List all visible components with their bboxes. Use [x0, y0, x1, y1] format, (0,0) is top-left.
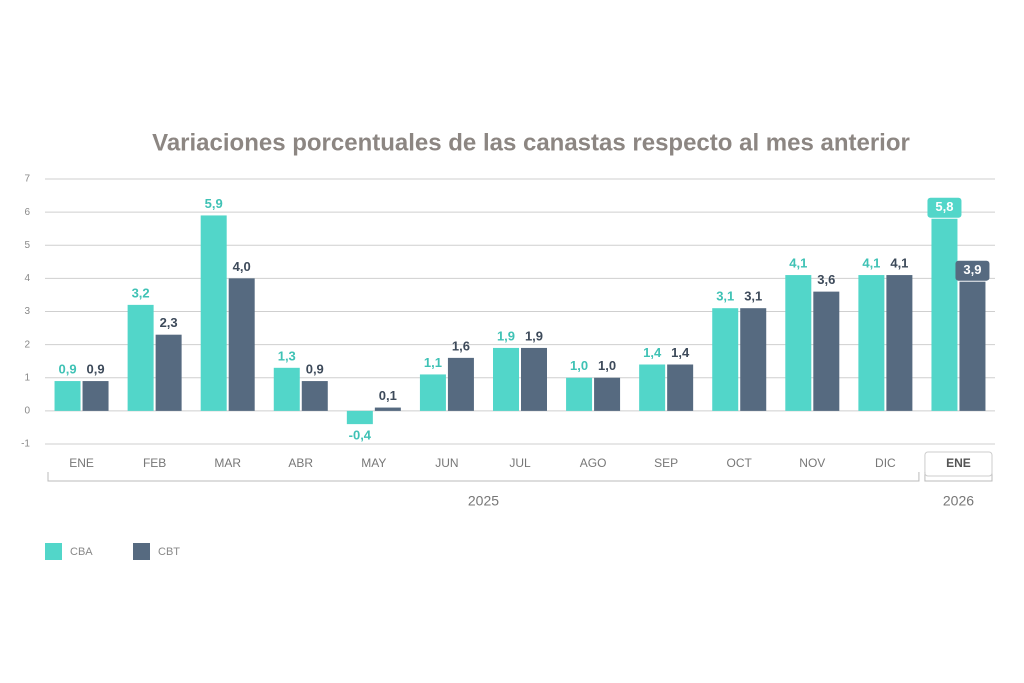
x-tick-label: DIC	[875, 456, 896, 470]
y-tick-label: 4	[24, 273, 30, 284]
value-label: 4,1	[890, 256, 908, 271]
bar	[273, 367, 300, 411]
value-label-box	[927, 197, 962, 218]
legend-swatch	[45, 543, 62, 560]
bar	[566, 377, 593, 411]
y-tick-label: 1	[24, 372, 30, 383]
value-label-box	[955, 260, 990, 281]
bar	[155, 334, 182, 411]
value-label: 1,4	[671, 345, 690, 360]
bar	[813, 291, 840, 411]
chart-title: Variaciones porcentuales de las canastas…	[152, 129, 910, 156]
value-label: 0,9	[86, 362, 104, 377]
bar	[228, 278, 255, 411]
bar	[346, 410, 373, 425]
bar	[82, 381, 109, 411]
value-label: 0,9	[58, 362, 76, 377]
value-label: 4,1	[789, 256, 807, 271]
value-label: 2,3	[160, 315, 178, 330]
value-label: 5,9	[205, 196, 223, 211]
y-tick-label: 0	[24, 406, 30, 417]
x-tick-label: ENE	[69, 456, 94, 470]
bar	[301, 381, 328, 411]
y-tick-label: -1	[21, 439, 30, 450]
value-label: 3,2	[132, 285, 150, 300]
value-label: 0,1	[379, 388, 397, 403]
value-label: 1,6	[452, 338, 470, 353]
y-tick-label: 7	[24, 174, 30, 185]
bar	[886, 275, 913, 411]
value-label: 5,8	[935, 199, 953, 214]
x-tick-label: AGO	[580, 456, 607, 470]
y-tick-label: 3	[24, 306, 30, 317]
bar	[858, 275, 885, 411]
group-bracket	[924, 472, 993, 482]
legend-label: CBT	[158, 546, 180, 558]
bar	[54, 381, 81, 411]
bar	[667, 364, 694, 411]
x-tick-label: OCT	[727, 456, 753, 470]
value-label: 3,1	[716, 289, 734, 304]
bar	[493, 347, 519, 411]
bar	[200, 215, 227, 411]
bar	[785, 275, 812, 411]
value-label: 1,4	[643, 345, 662, 360]
bar	[419, 374, 446, 411]
x-tick-label: NOV	[799, 456, 825, 470]
value-label: 1,9	[497, 328, 515, 343]
group-label: 2025	[468, 493, 499, 509]
value-label: 3,1	[744, 289, 762, 304]
value-label: 1,1	[424, 355, 442, 370]
value-label: 0,9	[306, 362, 324, 377]
value-label: 4,0	[233, 259, 251, 274]
bar	[931, 218, 958, 411]
x-tick-label: SEP	[654, 456, 678, 470]
bar	[740, 308, 767, 411]
x-tick-label: JUN	[435, 456, 458, 470]
highlight-box	[924, 451, 993, 477]
value-label: 4,1	[862, 256, 880, 271]
x-tick-label: ENE	[946, 456, 971, 470]
bar	[712, 308, 739, 411]
y-tick-label: 6	[24, 207, 30, 218]
value-label: 1,9	[525, 328, 543, 343]
bar	[447, 357, 474, 411]
x-tick-label: ABR	[288, 456, 313, 470]
x-tick-label: MAY	[361, 456, 386, 470]
y-tick-label: 2	[24, 339, 30, 350]
x-tick-label: FEB	[143, 456, 166, 470]
value-label: 3,9	[963, 262, 981, 277]
bar	[594, 377, 621, 411]
group-label: 2026	[943, 493, 974, 509]
group-bracket	[47, 472, 920, 482]
legend-label: CBA	[70, 546, 93, 558]
value-label: -0,4	[349, 428, 372, 443]
bar	[959, 281, 986, 411]
value-label: 1,3	[278, 348, 296, 363]
value-label: 3,6	[817, 272, 835, 287]
value-label: 1,0	[570, 358, 588, 373]
y-tick-label: 5	[24, 240, 30, 251]
x-tick-label: MAR	[214, 456, 241, 470]
bar	[127, 304, 154, 411]
bar	[639, 364, 666, 411]
bar	[521, 347, 547, 411]
value-label: 1,0	[598, 358, 616, 373]
bar	[374, 407, 401, 411]
legend-swatch	[133, 543, 150, 560]
x-tick-label: JUL	[509, 456, 531, 470]
